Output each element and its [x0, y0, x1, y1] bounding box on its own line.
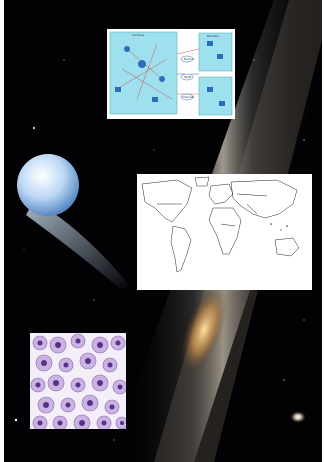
net-label: WAN [184, 75, 191, 79]
network-diagram: Branch WAN Internet Campus Remote [107, 29, 235, 119]
world-map [137, 174, 312, 290]
cell-micrograph [30, 333, 126, 429]
world-map-artwork [137, 174, 312, 290]
net-label: Internet [182, 95, 195, 99]
network-diagram-artwork: Branch WAN Internet Campus Remote [107, 29, 235, 119]
net-label: Campus [132, 33, 145, 37]
net-label: Remote [207, 34, 219, 38]
stars [14, 59, 305, 441]
planet-icon [17, 154, 79, 216]
comet-tail-icon [26, 200, 129, 290]
net-label: Branch [184, 57, 195, 61]
spiral-galaxy-icon [290, 411, 306, 423]
cell-micrograph-artwork [30, 333, 126, 429]
